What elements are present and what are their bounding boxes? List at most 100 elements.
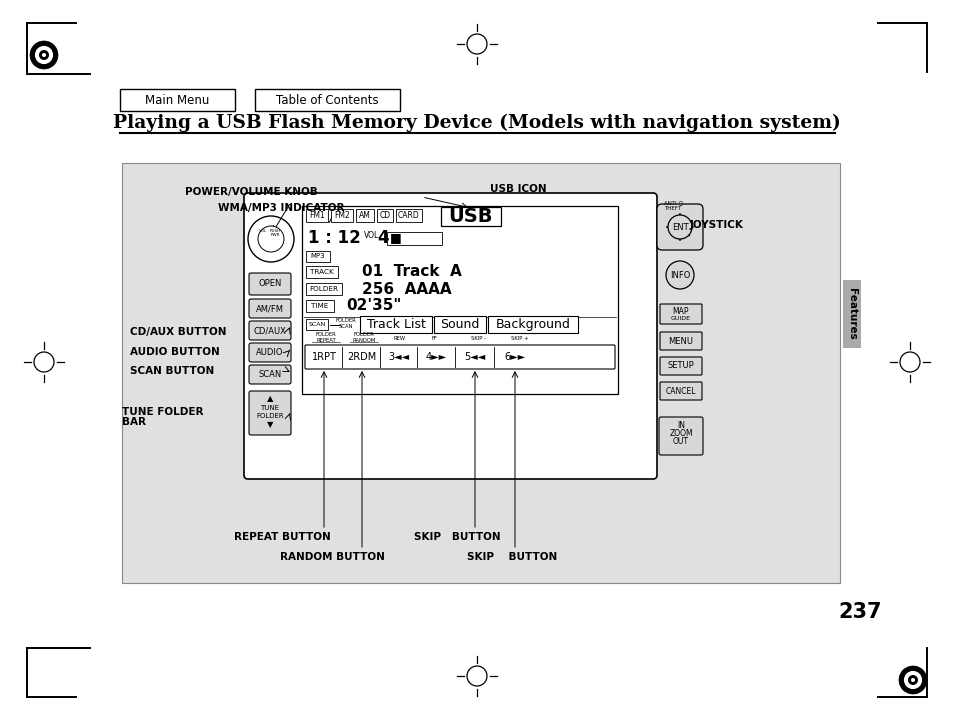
Text: 4: 4 <box>376 229 388 247</box>
FancyBboxPatch shape <box>376 209 393 222</box>
Text: OUT: OUT <box>672 438 688 446</box>
Text: FF: FF <box>432 336 437 341</box>
Circle shape <box>902 671 922 689</box>
Text: SKIP -: SKIP - <box>470 336 485 341</box>
FancyBboxPatch shape <box>305 345 615 369</box>
Text: 1 : 12: 1 : 12 <box>308 229 360 247</box>
Text: TUNE FOLDER: TUNE FOLDER <box>122 407 203 417</box>
Text: SCAN: SCAN <box>258 370 281 379</box>
FancyBboxPatch shape <box>657 204 702 250</box>
Text: 6►►: 6►► <box>504 352 525 362</box>
FancyBboxPatch shape <box>359 316 432 333</box>
Text: BAR: BAR <box>122 417 146 427</box>
FancyBboxPatch shape <box>249 273 291 295</box>
Text: PUSH: PUSH <box>269 229 280 233</box>
Text: RANDOM: RANDOM <box>352 338 375 343</box>
Text: USB: USB <box>448 207 493 226</box>
FancyBboxPatch shape <box>306 209 328 222</box>
Text: Background: Background <box>495 318 570 331</box>
FancyBboxPatch shape <box>842 280 861 348</box>
Text: RANDOM BUTTON: RANDOM BUTTON <box>279 552 384 562</box>
Text: SKIP   BUTTON: SKIP BUTTON <box>414 532 499 542</box>
Circle shape <box>42 53 46 57</box>
FancyBboxPatch shape <box>249 343 291 362</box>
Text: Sound: Sound <box>440 318 479 331</box>
Text: USB ICON: USB ICON <box>490 184 546 194</box>
Text: FOLDER: FOLDER <box>335 318 356 323</box>
FancyBboxPatch shape <box>659 357 701 375</box>
Circle shape <box>665 261 693 289</box>
Text: 5◄◄: 5◄◄ <box>464 352 485 362</box>
FancyBboxPatch shape <box>355 209 374 222</box>
FancyBboxPatch shape <box>120 89 234 111</box>
Circle shape <box>248 216 294 262</box>
Text: REPEAT: REPEAT <box>315 338 335 343</box>
Text: 1RPT: 1RPT <box>312 352 336 362</box>
Text: CD/AUX BUTTON: CD/AUX BUTTON <box>130 327 226 337</box>
Text: CANCEL: CANCEL <box>665 387 696 395</box>
Circle shape <box>667 215 691 239</box>
Text: FM2: FM2 <box>334 211 350 220</box>
Text: REPEAT BUTTON: REPEAT BUTTON <box>233 532 330 542</box>
Text: FOLDER: FOLDER <box>309 286 338 292</box>
FancyBboxPatch shape <box>306 300 334 312</box>
Text: AUDIO BUTTON: AUDIO BUTTON <box>130 347 219 357</box>
FancyBboxPatch shape <box>306 319 328 330</box>
Text: SKIP +: SKIP + <box>511 336 528 341</box>
FancyBboxPatch shape <box>331 209 353 222</box>
FancyBboxPatch shape <box>434 316 485 333</box>
Text: VOL: VOL <box>364 230 379 240</box>
Text: REW: REW <box>394 336 406 341</box>
FancyBboxPatch shape <box>122 163 840 583</box>
FancyBboxPatch shape <box>244 193 657 479</box>
Text: VOL: VOL <box>258 229 267 233</box>
FancyBboxPatch shape <box>249 299 291 318</box>
Text: AUDIO: AUDIO <box>256 348 283 357</box>
Text: GUIDE: GUIDE <box>670 315 690 320</box>
Text: ▲: ▲ <box>267 395 273 403</box>
FancyBboxPatch shape <box>306 266 337 278</box>
FancyBboxPatch shape <box>659 417 702 455</box>
Text: SETUP: SETUP <box>667 361 694 371</box>
FancyBboxPatch shape <box>440 207 500 226</box>
Text: ENT: ENT <box>671 222 688 232</box>
Circle shape <box>910 678 914 682</box>
Text: INFO: INFO <box>669 271 689 279</box>
Text: 02'35": 02'35" <box>346 299 401 313</box>
Text: CD/AUX: CD/AUX <box>253 326 286 335</box>
FancyBboxPatch shape <box>249 365 291 384</box>
Text: WMA/MP3 INDICATOR: WMA/MP3 INDICATOR <box>218 203 344 213</box>
Text: POWER/VOLUME KNOB: POWER/VOLUME KNOB <box>185 187 317 197</box>
FancyBboxPatch shape <box>488 316 578 333</box>
Text: TUNE: TUNE <box>260 405 279 411</box>
Text: THEFT: THEFT <box>663 207 680 212</box>
Circle shape <box>30 41 58 69</box>
FancyBboxPatch shape <box>306 283 341 295</box>
Text: TIME: TIME <box>311 303 329 309</box>
Text: Main Menu: Main Menu <box>145 94 209 107</box>
Text: 256  AAAA: 256 AAAA <box>361 282 451 297</box>
Text: MP3: MP3 <box>311 253 325 259</box>
Text: 2RDM: 2RDM <box>347 352 376 362</box>
Text: ▼: ▼ <box>267 420 273 430</box>
Circle shape <box>39 50 49 60</box>
FancyBboxPatch shape <box>659 382 701 400</box>
Text: 3◄◄: 3◄◄ <box>388 352 409 362</box>
FancyBboxPatch shape <box>659 332 701 350</box>
Circle shape <box>907 675 917 685</box>
Text: SKIP    BUTTON: SKIP BUTTON <box>466 552 557 562</box>
Text: MENU: MENU <box>668 336 693 346</box>
Text: AM/FM: AM/FM <box>255 304 284 313</box>
Text: MAP: MAP <box>672 307 688 317</box>
Text: PWR: PWR <box>270 233 279 237</box>
FancyBboxPatch shape <box>254 89 399 111</box>
Text: CARD: CARD <box>397 211 419 220</box>
FancyBboxPatch shape <box>659 304 701 324</box>
Text: SCAN: SCAN <box>308 322 325 327</box>
Circle shape <box>898 666 926 694</box>
Text: FOLDER: FOLDER <box>354 333 374 338</box>
FancyBboxPatch shape <box>302 206 618 394</box>
FancyBboxPatch shape <box>306 251 330 262</box>
Text: Features: Features <box>846 288 856 340</box>
Text: AM: AM <box>358 211 371 220</box>
